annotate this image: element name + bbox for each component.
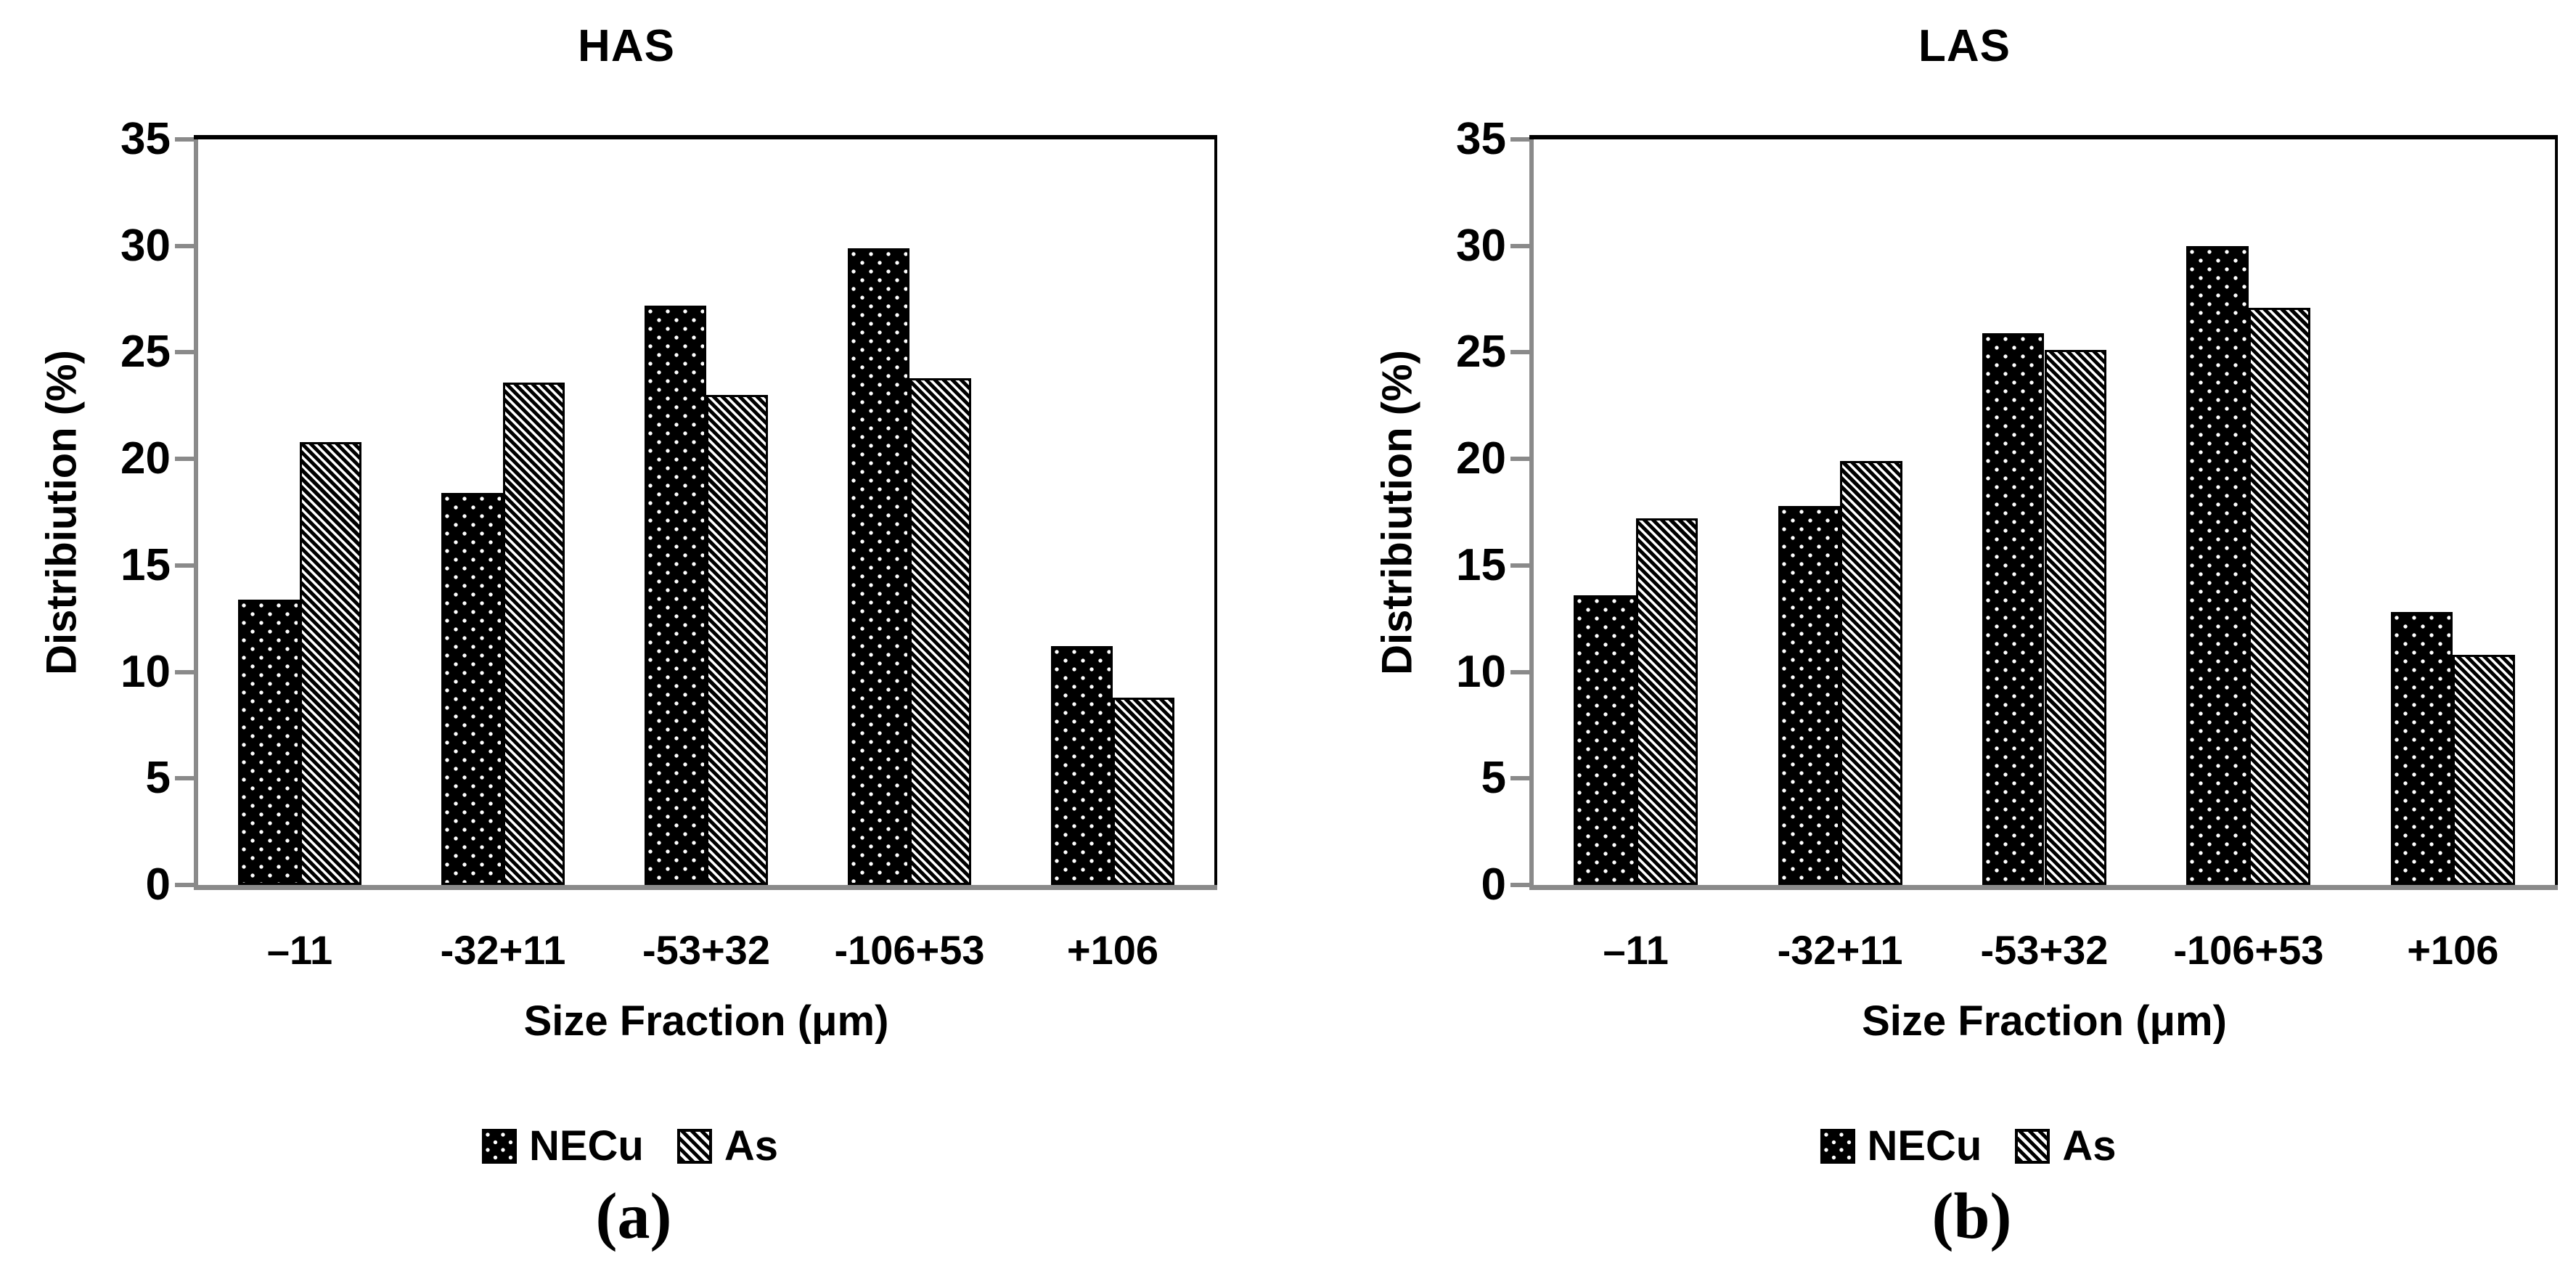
chart-title: LAS (1918, 21, 2011, 71)
bar-necu-las-3 (2186, 245, 2249, 885)
x-axis-line (194, 885, 1217, 890)
legend: NECu As (1820, 1122, 2117, 1170)
legend-item-necu: NECu (481, 1122, 644, 1170)
y-tick-label: 15 (120, 539, 171, 590)
y-tick-label: 20 (1456, 433, 1506, 484)
bar-as-las-0 (1635, 518, 1698, 885)
legend-item-necu: NECu (1820, 1124, 1982, 1169)
legend-label: NECu (1867, 1122, 1982, 1170)
y-tick-mark (175, 669, 194, 674)
y-tick-mark (1510, 669, 1529, 674)
y-tick-label: 0 (145, 860, 171, 910)
bar-as-las-2 (2044, 350, 2106, 885)
y-axis-line (1529, 135, 1534, 890)
bar-as-has-3 (909, 378, 971, 885)
y-tick-mark (1510, 137, 1529, 142)
diagonal-stripes-swatch-icon (676, 1129, 712, 1164)
bar-as-has-4 (1113, 697, 1174, 885)
bar-as-las-4 (2453, 655, 2515, 885)
y-tick-label: 30 (120, 220, 171, 271)
figure-caption: (b) (1931, 1180, 2012, 1252)
y-tick-label: 5 (1481, 753, 1506, 804)
y-tick-label: 25 (1456, 327, 1506, 378)
legend: NECu As (481, 1122, 779, 1170)
y-tick-mark (175, 883, 194, 887)
x-tick-label: -53+32 (642, 927, 770, 973)
legend-item-as: As (676, 1122, 779, 1170)
figure-caption: (a) (595, 1180, 672, 1252)
y-tick-mark (1510, 350, 1529, 355)
y-tick-mark (175, 350, 194, 355)
legend-label: As (724, 1122, 779, 1170)
y-tick-label: 10 (1456, 646, 1506, 697)
bar-necu-has-1 (441, 493, 503, 885)
y-tick-mark (1510, 563, 1529, 568)
plot-frame-top (194, 135, 1217, 139)
bar-necu-has-0 (237, 599, 300, 885)
y-tick-label: 30 (1456, 220, 1506, 271)
y-tick-mark (175, 563, 194, 568)
chart-panel-las: LAS Distribiution (%) 0 5 10 15 20 25 30 35 –11-… (1288, 0, 2576, 1261)
bar-necu-las-2 (1982, 333, 2045, 885)
x-tick-label: -106+53 (2173, 927, 2324, 973)
y-tick-label: 35 (120, 114, 171, 164)
y-tick-mark (1510, 457, 1529, 462)
bar-as-las-1 (1840, 461, 1902, 885)
white-dots-swatch-icon (481, 1129, 517, 1164)
x-tick-label: -32+11 (440, 927, 566, 973)
x-tick-label: -106+53 (834, 927, 985, 973)
plot-area: 0 5 10 15 20 25 30 35 –11 -32+11 -53+32 -106+53 +106 (1456, 114, 2558, 973)
x-tick-label: -32+11 (1777, 927, 1903, 973)
y-tick-label: 20 (120, 433, 171, 484)
plot-frame-right (1214, 135, 1217, 890)
bar-necu-has-3 (847, 248, 909, 885)
bar-necu-las-1 (1778, 505, 1841, 885)
y-tick-mark (175, 243, 194, 248)
chart-panel-has: HAS Distribiution (%) 0 5 10 15 20 25 30 35 –11-… (38, 21, 1217, 1252)
x-axis-line (1529, 885, 2558, 890)
plot-frame-top (1529, 135, 2558, 139)
x-tick-label: -53+32 (1980, 927, 2109, 973)
y-tick-mark (175, 457, 194, 462)
y-tick-label: 10 (120, 646, 171, 697)
y-tick-label: 0 (1481, 860, 1506, 910)
y-tick-label: 5 (145, 753, 171, 804)
bar-necu-las-4 (2390, 612, 2453, 885)
bar-as-has-0 (300, 441, 361, 885)
x-axis-label: Size Fraction (μm) (1862, 997, 2227, 1045)
bar-necu-has-4 (1050, 646, 1113, 885)
y-tick-label: 25 (120, 327, 171, 378)
y-tick-mark (175, 137, 194, 142)
bar-as-has-1 (503, 382, 565, 885)
x-tick-label: +106 (1066, 927, 1159, 973)
legend-item-as: As (2015, 1122, 2117, 1170)
legend-label: As (2062, 1122, 2117, 1170)
bar-necu-has-2 (644, 305, 706, 885)
x-tick-label: –11 (1603, 927, 1669, 973)
y-axis-line (194, 135, 198, 890)
y-tick-mark (175, 776, 194, 781)
y-tick-mark (1510, 883, 1529, 887)
x-tick-label: +106 (2407, 927, 2499, 973)
diagonal-stripes-swatch-icon (2015, 1129, 2050, 1164)
plot-area: 0 5 10 15 20 25 30 35 –11 -32+11 -53+32 -106+53 +106 (120, 114, 1217, 973)
y-tick-mark (1510, 243, 1529, 248)
y-tick-label: 35 (1456, 114, 1506, 164)
chart-title: HAS (578, 21, 675, 71)
x-tick-label: –11 (266, 927, 333, 973)
x-axis-label: Size Fraction (μm) (523, 997, 889, 1045)
bar-necu-las-0 (1574, 595, 1636, 885)
bar-as-las-3 (2248, 307, 2311, 885)
plot-frame-right (2555, 135, 2558, 890)
y-tick-mark (1510, 776, 1529, 781)
legend-label: NECu (528, 1122, 644, 1170)
y-tick-label: 15 (1456, 539, 1506, 590)
bar-as-has-2 (706, 395, 768, 885)
white-dots-swatch-icon (1820, 1129, 1855, 1164)
